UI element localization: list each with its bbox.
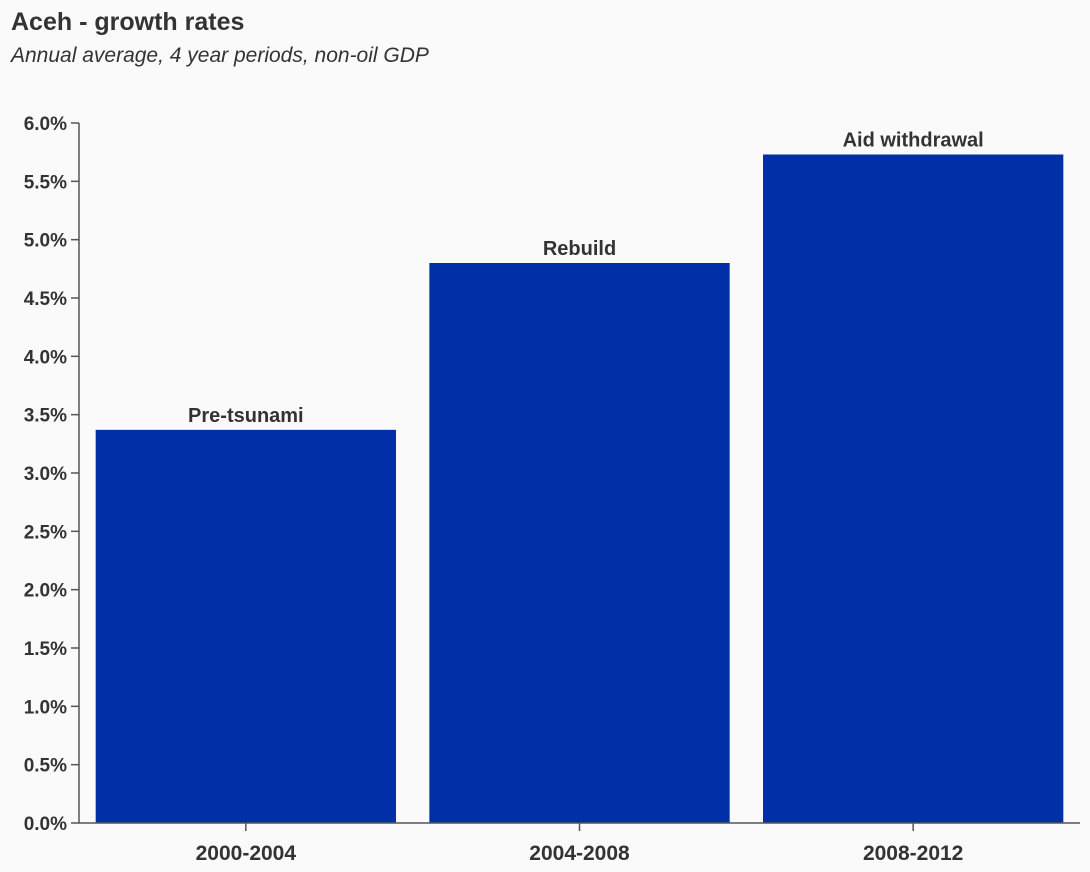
y-tick-label: 3.0%	[24, 464, 67, 485]
y-tick-label: 4.5%	[24, 289, 67, 310]
x-tick-label: 2000-2004	[196, 842, 297, 865]
y-tick-label: 2.5%	[24, 522, 67, 543]
y-tick-label: 5.5%	[24, 172, 67, 193]
bar-label: Rebuild	[543, 238, 616, 260]
chart-subtitle: Annual average, 4 year periods, non-oil …	[11, 44, 429, 67]
y-tick-label: 0.5%	[24, 756, 67, 777]
y-axis: 0.0% 0.5% 1.0% 1.5% 2.0% 2.5% 3.0% 3.5% 4.0% 4.5%…	[24, 114, 80, 835]
y-tick-label: 0.0%	[24, 814, 67, 835]
y-tick-label: 6.0%	[24, 114, 67, 135]
y-tick-label: 3.5%	[24, 406, 67, 427]
bar-label: Pre-tsunami	[188, 405, 304, 427]
x-tick-label: 2004-2008	[529, 842, 630, 865]
y-tick-label: 1.0%	[24, 697, 67, 718]
x-axis: 2000-2004 2004-2008 2008-2012	[79, 822, 1080, 865]
bar-label: Aid withdrawal	[843, 130, 984, 152]
bar	[95, 429, 396, 823]
bar	[429, 263, 730, 823]
bar	[763, 154, 1064, 823]
y-tick-label: 1.5%	[24, 639, 67, 660]
bars-group: Pre-tsunami Rebuild Aid withdrawal	[95, 130, 1064, 823]
chart-title: Aceh - growth rates	[11, 8, 245, 36]
x-tick-label: 2008-2012	[863, 842, 963, 865]
y-tick-label: 5.0%	[24, 231, 67, 252]
y-tick-label: 2.0%	[24, 581, 67, 602]
y-tick-label: 4.0%	[24, 347, 67, 368]
